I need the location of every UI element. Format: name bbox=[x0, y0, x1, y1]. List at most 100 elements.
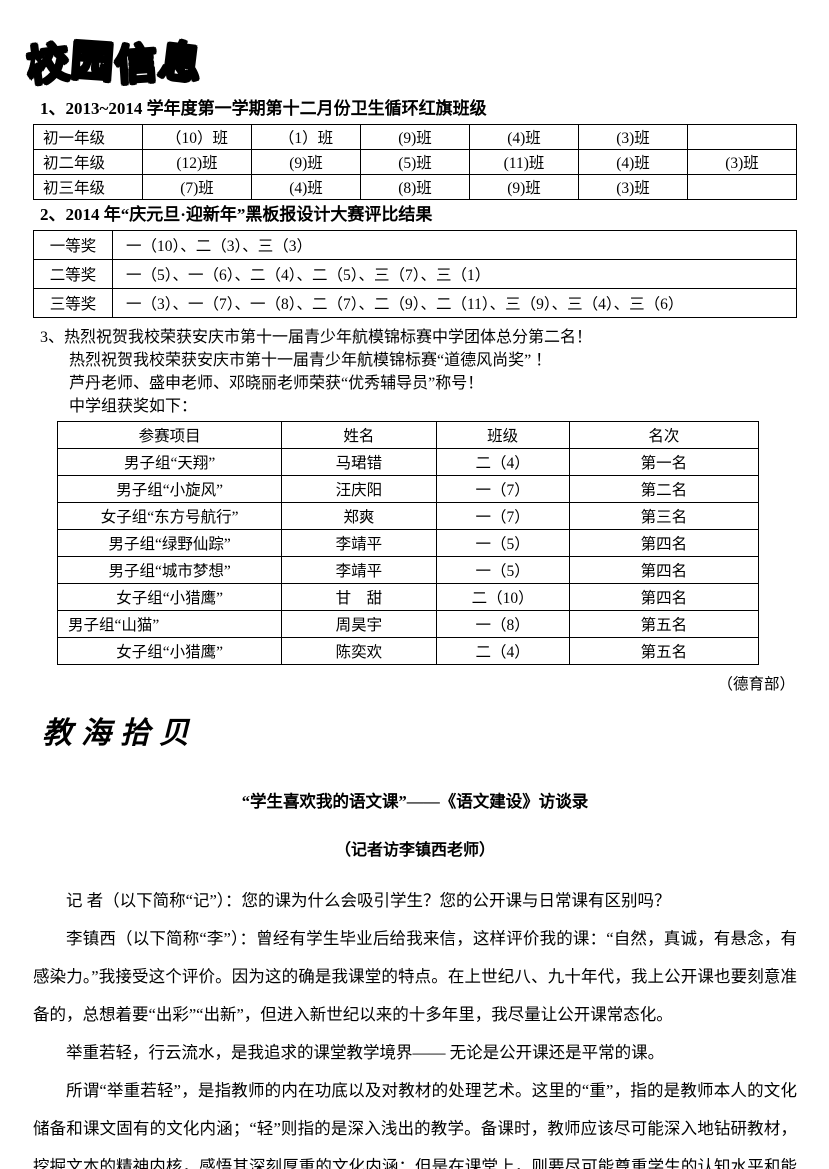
announcement-line: 中学组获奖如下： bbox=[69, 398, 198, 415]
table-cell: (12)班 bbox=[142, 149, 252, 175]
section3-announcement: 3、热烈祝贺我校荣获安庆市第十一届青少年航模锦标赛中学团体总分第二名！ 热烈祝贺… bbox=[33, 326, 797, 418]
table-cell: 郑爽 bbox=[281, 502, 437, 530]
article-paragraph: 所谓“举重若轻”，是指教师的内在功底以及对教材的处理艺术。这里的“重”，指的是教… bbox=[33, 1081, 797, 1169]
table-cell: 汪庆阳 bbox=[281, 475, 437, 503]
table-cell: 第三名 bbox=[568, 502, 760, 530]
table-row: 三等奖 一（3）、一（7）、一（8）、二（7）、二（9）、二（11）、三（9）、… bbox=[33, 288, 797, 318]
table-cell: 第四名 bbox=[568, 556, 760, 584]
logo-char: 息 bbox=[155, 35, 205, 89]
table-header-row: 参赛项目 姓名 班级 名次 bbox=[56, 421, 760, 449]
table-row: 女子组“小猎鹰” 甘 甜 二（10） 第四名 bbox=[56, 583, 760, 611]
table-cell bbox=[687, 124, 797, 150]
table-cell: 女子组“东方号航行” bbox=[56, 502, 283, 530]
prize-label-cell: 二等奖 bbox=[33, 259, 113, 289]
table-cell: 第一名 bbox=[568, 448, 760, 476]
article-subtitle: （记者访李镇西老师） bbox=[334, 842, 495, 859]
model-aircraft-awards-table: 参赛项目 姓名 班级 名次 男子组“天翔” 马珺错 二（4） 第一名 男子组“小… bbox=[56, 421, 760, 665]
prize-winners-cell: 一（10）、二（3）、三（3） bbox=[112, 230, 797, 260]
table-cell: 周昊宇 bbox=[281, 610, 437, 638]
table-row: 女子组“东方号航行” 郑爽 一（7） 第三名 bbox=[56, 502, 760, 530]
table-row: 男子组“绿野仙踪” 李靖平 一（5） 第四名 bbox=[56, 529, 760, 557]
blackboard-contest-table: 一等奖 一（10）、二（3）、三（3） 二等奖 一（5）、一（6）、二（4）、二… bbox=[33, 230, 797, 318]
table-cell: 第四名 bbox=[568, 583, 760, 611]
grade-label-cell: 初二年级 bbox=[33, 149, 143, 175]
table-row: 初三年级 (7)班 (4)班 (8)班 (9)班 (3)班 bbox=[33, 174, 797, 200]
table-cell: (11)班 bbox=[469, 149, 579, 175]
table-cell: (8)班 bbox=[360, 174, 470, 200]
table-cell: 甘 甜 bbox=[281, 583, 437, 611]
grade-label-cell: 初一年级 bbox=[33, 124, 143, 150]
table-cell: 男子组“小旋风” bbox=[56, 475, 283, 503]
table-header-cell: 参赛项目 bbox=[56, 421, 283, 449]
table-cell: 一（7） bbox=[435, 502, 570, 530]
table-row: 男子组“天翔” 马珺错 二（4） 第一名 bbox=[56, 448, 760, 476]
table-row: 一等奖 一（10）、二（3）、三（3） bbox=[33, 230, 797, 260]
table-cell: (4)班 bbox=[578, 149, 688, 175]
table-cell: （10）班 bbox=[142, 124, 252, 150]
table-cell: 一（5） bbox=[435, 529, 570, 557]
table-cell: (7)班 bbox=[142, 174, 252, 200]
table-cell: 一（5） bbox=[435, 556, 570, 584]
table-cell: 一（7） bbox=[435, 475, 570, 503]
campus-info-logo: 校园信息 bbox=[23, 35, 797, 92]
teaching-pearls-header: 教海拾贝 bbox=[42, 717, 198, 750]
announcement-line: 芦丹老师、盛申老师、邓晓丽老师荣获“优秀辅导员”称号！ bbox=[69, 375, 484, 392]
table-cell: (5)班 bbox=[360, 149, 470, 175]
table-cell: (9)班 bbox=[469, 174, 579, 200]
department-byline: （德育部） bbox=[717, 676, 795, 693]
table-cell: (9)班 bbox=[251, 149, 361, 175]
table-row: 二等奖 一（5）、一（6）、二（4）、二（5）、三（7）、三（1） bbox=[33, 259, 797, 289]
table-cell: 男子组“山猫” bbox=[56, 610, 283, 638]
table-cell: 李靖平 bbox=[281, 556, 437, 584]
table-cell bbox=[687, 174, 797, 200]
section1-title: 1、2013~2014 学年度第一学期第十二月份卫生循环红旗班级 bbox=[40, 99, 487, 118]
table-cell: (4)班 bbox=[251, 174, 361, 200]
table-cell: （1）班 bbox=[251, 124, 361, 150]
table-cell: 男子组“绿野仙踪” bbox=[56, 529, 283, 557]
table-cell: 马珺错 bbox=[281, 448, 437, 476]
article-title: “学生喜欢我的语文课”——《语文建设》访谈录 bbox=[241, 792, 589, 811]
table-cell: 女子组“小猎鹰” bbox=[56, 583, 283, 611]
table-header-cell: 名次 bbox=[568, 421, 760, 449]
table-cell: 第五名 bbox=[568, 637, 760, 665]
table-cell: 李靖平 bbox=[281, 529, 437, 557]
logo-char: 信 bbox=[112, 38, 160, 90]
article-paragraph: 李镇西（以下简称“李”）：曾经有学生毕业后给我来信，这样评价我的课：“自然，真诚… bbox=[33, 929, 797, 1024]
table-row: 初一年级 （10）班 （1）班 (9)班 (4)班 (3)班 bbox=[33, 124, 797, 150]
table-cell: (4)班 bbox=[469, 124, 579, 150]
prize-winners-cell: 一（3）、一（7）、一（8）、二（7）、二（9）、二（11）、三（9）、三（4）… bbox=[112, 288, 797, 318]
table-cell: (3)班 bbox=[578, 124, 688, 150]
table-cell: (9)班 bbox=[360, 124, 470, 150]
table-cell: (3)班 bbox=[578, 174, 688, 200]
grade-label-cell: 初三年级 bbox=[33, 174, 143, 200]
table-cell: 第四名 bbox=[568, 529, 760, 557]
table-cell: 二（10） bbox=[435, 583, 570, 611]
table-cell: 第二名 bbox=[568, 475, 760, 503]
logo-char: 园 bbox=[68, 35, 116, 87]
article-paragraph: 记 者（以下简称“记”）：您的课为什么会吸引学生？您的公开课与日常课有区别吗？ bbox=[66, 891, 671, 910]
table-header-cell: 姓名 bbox=[281, 421, 437, 449]
table-cell: 二（4） bbox=[435, 637, 570, 665]
hygiene-flag-table: 初一年级 （10）班 （1）班 (9)班 (4)班 (3)班 初二年级 (12)… bbox=[33, 124, 797, 200]
prize-label-cell: 三等奖 bbox=[33, 288, 113, 318]
table-row: 男子组“小旋风” 汪庆阳 一（7） 第二名 bbox=[56, 475, 760, 503]
table-row: 男子组“城市梦想” 李靖平 一（5） 第四名 bbox=[56, 556, 760, 584]
table-row: 初二年级 (12)班 (9)班 (5)班 (11)班 (4)班 (3)班 bbox=[33, 149, 797, 175]
table-cell: 二（4） bbox=[435, 448, 570, 476]
table-row: 女子组“小猎鹰” 陈奕欢 二（4） 第五名 bbox=[56, 637, 760, 665]
announcement-line: 3、热烈祝贺我校荣获安庆市第十一届青少年航模锦标赛中学团体总分第二名！ bbox=[40, 329, 593, 346]
article-paragraph: 举重若轻，行云流水，是我追求的课堂教学境界—— 无论是公开课还是平常的课。 bbox=[66, 1043, 665, 1062]
section2-title: 2、2014 年“庆元旦·迎新年”黑板报设计大赛评比结果 bbox=[40, 205, 433, 224]
table-cell: 陈奕欢 bbox=[281, 637, 437, 665]
table-cell: 第五名 bbox=[568, 610, 760, 638]
table-cell: 一（8） bbox=[435, 610, 570, 638]
prize-label-cell: 一等奖 bbox=[33, 230, 113, 260]
table-cell: 男子组“天翔” bbox=[56, 448, 283, 476]
announcement-line: 热烈祝贺我校荣获安庆市第十一届青少年航模锦标赛“道德风尚奖” ！ bbox=[69, 352, 552, 369]
table-cell: 女子组“小猎鹰” bbox=[56, 637, 283, 665]
table-row: 男子组“山猫” 周昊宇 一（8） 第五名 bbox=[56, 610, 760, 638]
table-cell: 男子组“城市梦想” bbox=[56, 556, 283, 584]
prize-winners-cell: 一（5）、一（6）、二（4）、二（5）、三（7）、三（1） bbox=[112, 259, 797, 289]
logo-char: 校 bbox=[23, 37, 73, 91]
